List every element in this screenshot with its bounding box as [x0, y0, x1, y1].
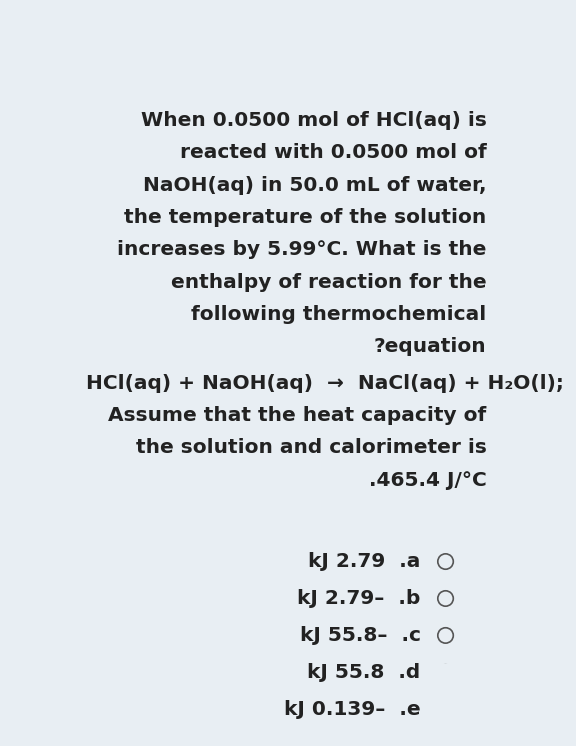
Text: the solution and calorimeter is: the solution and calorimeter is [136, 439, 487, 457]
Text: the temperature of the solution: the temperature of the solution [124, 208, 487, 227]
Text: reacted with 0.0500 mol of: reacted with 0.0500 mol of [180, 143, 487, 163]
Text: NaOH(aq) in 50.0 mL of water,: NaOH(aq) in 50.0 mL of water, [143, 176, 487, 195]
Text: increases by 5.99°C. What is the: increases by 5.99°C. What is the [118, 240, 487, 260]
Text: kJ 55.8  .d: kJ 55.8 .d [308, 663, 420, 682]
Text: kJ 2.79  .a: kJ 2.79 .a [308, 552, 420, 571]
Text: Assume that the heat capacity of: Assume that the heat capacity of [108, 406, 487, 425]
Text: When 0.0500 mol of HCl(aq) is: When 0.0500 mol of HCl(aq) is [141, 111, 487, 130]
Text: HCl(aq) + NaOH(aq)  →  NaCl(aq) + H₂O(l);: HCl(aq) + NaOH(aq) → NaCl(aq) + H₂O(l); [86, 374, 564, 392]
Text: kJ 2.79–  .b: kJ 2.79– .b [297, 589, 420, 608]
Text: kJ 0.139–  .e: kJ 0.139– .e [284, 700, 420, 719]
Text: kJ 55.8–  .c: kJ 55.8– .c [300, 626, 420, 645]
Text: .465.4 J/°C: .465.4 J/°C [369, 471, 487, 489]
Text: following thermochemical: following thermochemical [191, 305, 487, 324]
Text: ?equation: ?equation [374, 337, 487, 357]
Text: enthalpy of reaction for the: enthalpy of reaction for the [171, 273, 487, 292]
